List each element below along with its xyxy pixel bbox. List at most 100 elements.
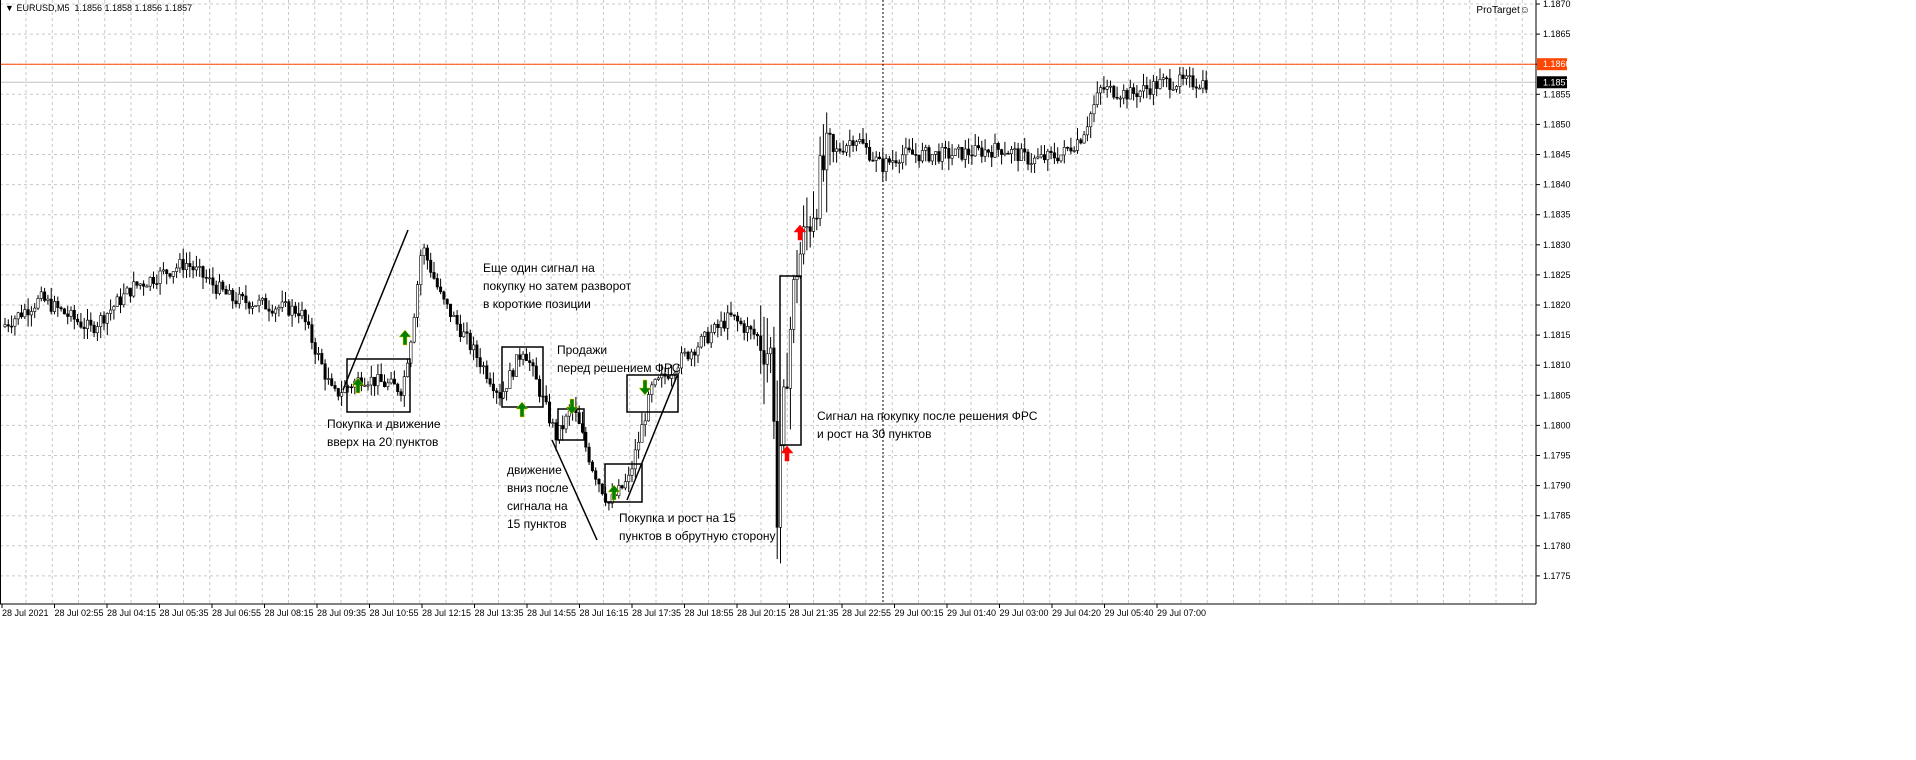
candle-body: [1148, 88, 1152, 95]
annotation-fed-buy-30: Сигнал на покупку после решения ФРС и ро…: [817, 407, 1037, 443]
candle-body: [1122, 90, 1126, 99]
y-tick-label: 1.1840: [1543, 180, 1571, 190]
candle-body: [257, 299, 261, 307]
candle-body: [739, 320, 743, 324]
candle-body: [831, 134, 835, 152]
candle-body: [597, 479, 601, 485]
candle-body: [600, 483, 604, 495]
candle-body: [135, 281, 139, 286]
candle-body: [488, 378, 492, 385]
annotation-buy-up-20: Покупка и движение вверх на 20 пунктов: [327, 415, 441, 451]
candle-body: [726, 312, 730, 329]
trend-line-2[interactable]: [551, 439, 598, 541]
candle-body: [277, 307, 281, 310]
annotation-line: Покупка и движение: [327, 417, 441, 431]
candle-body: [307, 321, 311, 325]
candle-body: [666, 375, 670, 379]
candle-body: [1003, 152, 1007, 155]
candle-body: [1033, 157, 1037, 164]
candle-body: [957, 147, 961, 150]
candle-body: [274, 308, 278, 314]
candle-body: [168, 273, 172, 277]
candle-body: [709, 332, 713, 344]
candle-body: [251, 306, 255, 309]
candle-body: [1062, 147, 1066, 156]
candle-body: [1039, 154, 1043, 158]
trend-line-1[interactable]: [342, 229, 409, 391]
candle-body: [976, 145, 980, 149]
x-tick-label: 28 Jul 18:55: [685, 608, 734, 618]
candle-body: [1072, 150, 1076, 152]
candle-body: [1013, 148, 1017, 151]
candle-body: [175, 267, 179, 272]
candle-body: [201, 266, 205, 278]
candle-body: [811, 217, 815, 232]
candle-body: [241, 293, 245, 297]
candle-body: [128, 287, 132, 297]
candle-body: [940, 146, 944, 162]
candle-body: [316, 353, 320, 355]
signal-arrows: [351, 224, 807, 501]
annotation-line: Сигнал на покупку после решения ФРС: [817, 409, 1038, 423]
candle-body: [752, 328, 756, 335]
y-tick-label: 1.1835: [1543, 210, 1571, 220]
candle-body: [1165, 77, 1169, 80]
candle-body: [924, 147, 928, 151]
candle-body: [821, 155, 825, 171]
candle-body: [1178, 74, 1182, 87]
candle-body: [475, 344, 479, 358]
candle-body: [211, 277, 215, 286]
box-buy-3[interactable]: [604, 463, 643, 503]
candle-body: [379, 374, 383, 383]
candle-body: [435, 278, 439, 288]
candle-body: [445, 298, 449, 305]
candle-body: [300, 309, 304, 317]
box-pre-fed[interactable]: [626, 374, 679, 413]
candle-body: [973, 145, 977, 157]
box-buy-1[interactable]: [346, 358, 411, 413]
candle-body: [171, 271, 175, 277]
candle-body: [1168, 78, 1172, 90]
candle-body: [755, 334, 759, 337]
candle-body: [630, 468, 634, 476]
candle-body: [122, 293, 126, 306]
candle-body: [564, 415, 568, 430]
candle-body: [458, 323, 462, 338]
candle-body: [637, 441, 641, 451]
candle-body: [1184, 75, 1188, 79]
candle-body: [95, 326, 99, 334]
candle-body: [590, 461, 594, 472]
annotation-line: вверх на 20 пунктов: [327, 435, 439, 449]
y-tick-label: 1.1845: [1543, 150, 1571, 160]
dropdown-triangle-icon[interactable]: ▼: [5, 3, 14, 13]
candle-body: [650, 384, 654, 395]
candle-body: [39, 291, 43, 299]
candle-body: [1181, 74, 1185, 79]
candle-body: [983, 149, 987, 157]
candle-body: [861, 139, 865, 144]
candle-body: [267, 308, 271, 312]
x-tick-label: 29 Jul 03:00: [1000, 608, 1049, 618]
candle-body: [155, 283, 159, 285]
candle-body: [1052, 152, 1056, 159]
candle-body: [432, 272, 436, 279]
trend-line-3[interactable]: [626, 375, 678, 501]
candle-body: [1112, 85, 1116, 98]
candle-body: [412, 317, 416, 343]
candle-body: [323, 363, 327, 380]
candle-body: [208, 277, 212, 280]
candle-body: [745, 326, 749, 333]
candle-body: [399, 391, 403, 396]
candle-body: [52, 301, 56, 312]
candle-body: [389, 378, 393, 384]
candle-body: [1204, 80, 1208, 90]
candle-body: [224, 289, 228, 295]
box-fed[interactable]: [779, 275, 802, 446]
y-tick-label: 1.1830: [1543, 240, 1571, 250]
candle-body: [1201, 80, 1205, 89]
candle-body: [465, 331, 469, 334]
candle-body: [214, 284, 218, 294]
candle-body: [181, 259, 185, 271]
candle-body: [778, 445, 782, 528]
